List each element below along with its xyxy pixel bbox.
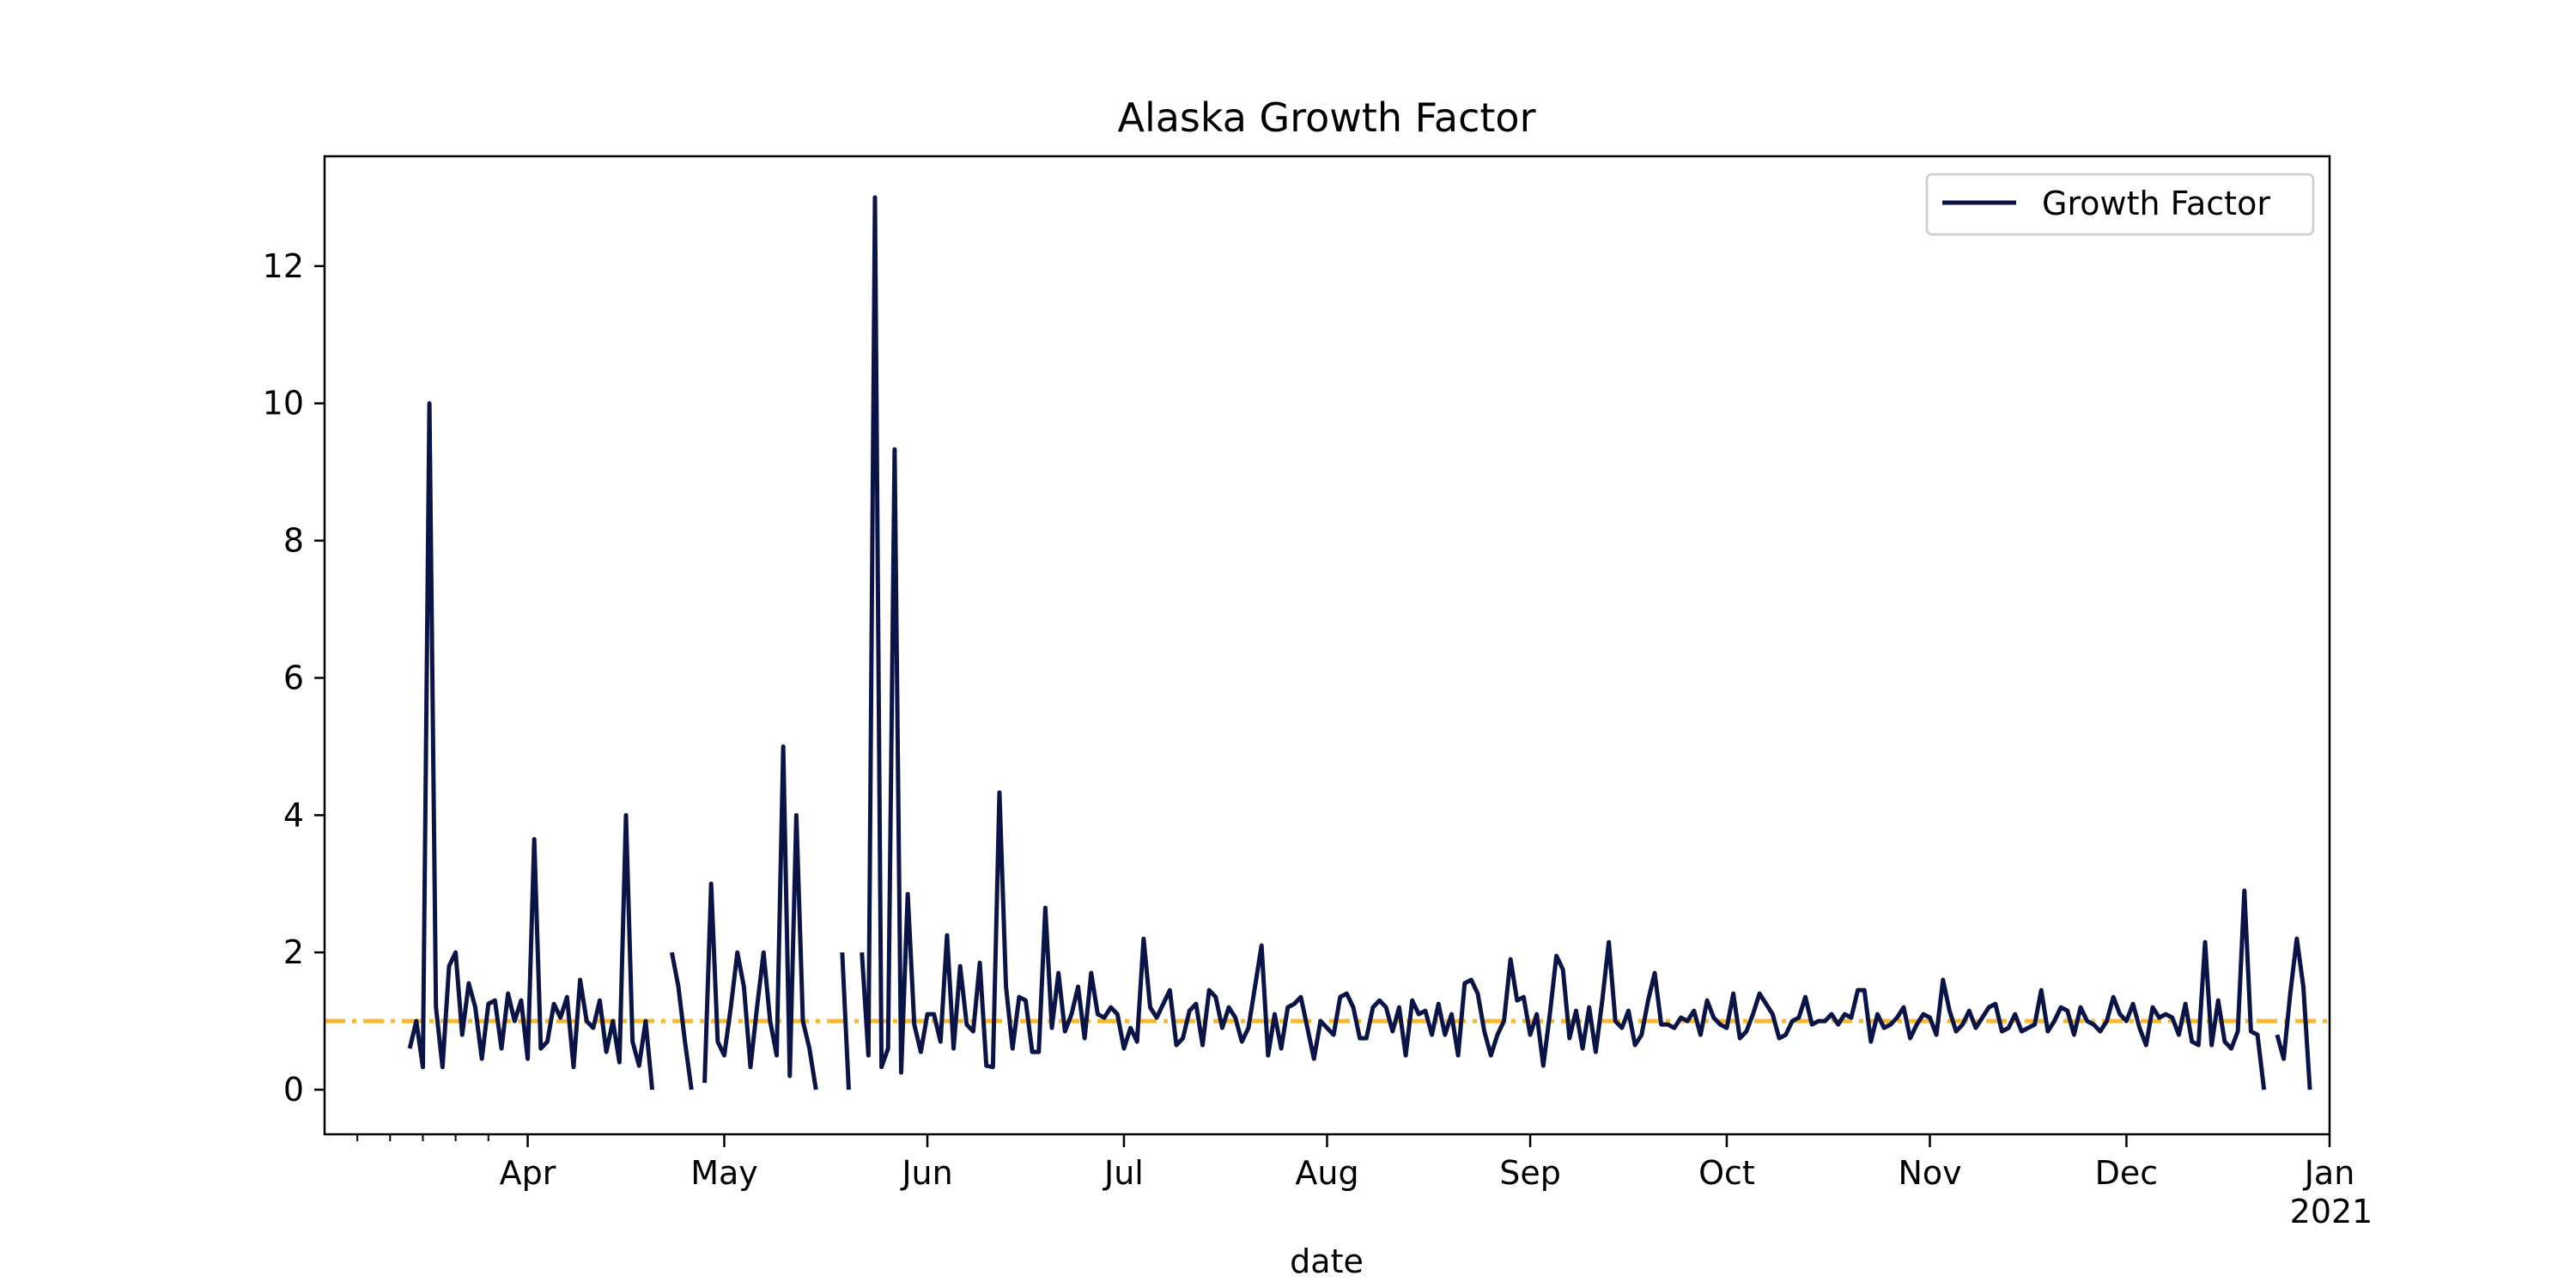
x-tick-label: Nov [1898,1154,1961,1192]
y-tick-label: 4 [283,796,304,834]
y-tick-label: 8 [283,522,304,560]
x-tick-label: Dec [2095,1154,2159,1192]
legend: Growth Factor [1925,173,2315,236]
x-tick-label: May [690,1154,758,1192]
x-tick-label: Jan [2303,1154,2355,1192]
chart-title: Alaska Growth Factor [1118,94,1536,141]
x-tick-label: Oct [1698,1154,1755,1192]
y-axis: 0 2 4 6 8 10 12 [263,247,325,1109]
legend-label-growth-factor: Growth Factor [2042,185,2270,222]
x-tick-label: Aug [1295,1154,1358,1192]
x-tick-sublabel: 2021 [2290,1193,2373,1230]
plot-frame [323,155,2331,1136]
series-line-growth-factor [407,195,2312,1091]
y-tick-label: 0 [283,1071,304,1109]
x-tick-label: Jul [1103,1154,1144,1192]
series-layer [407,195,2312,1091]
x-tick-label: Jun [900,1154,952,1192]
x-tick-label: Sep [1499,1154,1561,1192]
legend-box [1925,173,2315,236]
y-tick-label: 6 [283,659,304,696]
y-tick-label: 10 [263,385,304,422]
x-tick-label: Apr [500,1154,556,1192]
y-tick-label: 12 [263,247,304,285]
x-axis-label: date [1290,1242,1364,1280]
y-tick-label: 2 [283,933,304,971]
